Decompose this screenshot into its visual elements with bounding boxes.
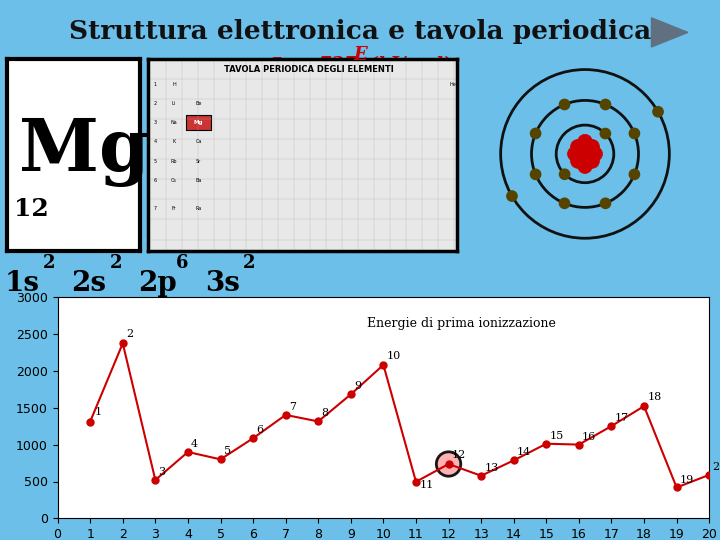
Circle shape <box>577 159 593 173</box>
Circle shape <box>600 129 611 139</box>
Text: 2: 2 <box>243 254 256 272</box>
Text: Energie di prima ionizzazione: Energie di prima ionizzazione <box>367 317 556 330</box>
Circle shape <box>600 198 611 208</box>
Text: 12: 12 <box>452 450 466 460</box>
Circle shape <box>629 169 639 179</box>
Text: Rb: Rb <box>171 159 177 164</box>
Text: 8: 8 <box>322 408 328 418</box>
Text: K: K <box>172 139 176 144</box>
Text: 17: 17 <box>615 413 629 423</box>
Text: 2: 2 <box>126 329 133 339</box>
Text: Sr: Sr <box>196 159 202 164</box>
Text: Ba: Ba <box>196 178 202 183</box>
Text: 2: 2 <box>154 101 157 106</box>
Text: 7: 7 <box>289 402 296 412</box>
Circle shape <box>507 191 517 201</box>
Text: 4: 4 <box>192 439 198 449</box>
Circle shape <box>531 129 541 139</box>
Circle shape <box>585 139 600 154</box>
Text: 11: 11 <box>419 480 433 490</box>
Text: 10: 10 <box>387 351 401 361</box>
Text: 5: 5 <box>224 447 231 456</box>
Text: Struttura elettronica e tavola periodica: Struttura elettronica e tavola periodica <box>69 19 651 44</box>
Text: 20: 20 <box>713 462 720 472</box>
Circle shape <box>600 99 611 110</box>
Circle shape <box>629 129 639 139</box>
Text: He: He <box>449 82 456 87</box>
Circle shape <box>570 139 585 154</box>
Text: Fr: Fr <box>171 206 176 212</box>
Text: 1: 1 <box>95 407 102 417</box>
Text: Mg: Mg <box>19 116 150 187</box>
Text: Na: Na <box>171 120 177 125</box>
Circle shape <box>577 147 593 161</box>
Text: Be: Be <box>196 101 202 106</box>
Text: 16: 16 <box>582 431 596 442</box>
Text: 19: 19 <box>680 475 694 484</box>
Circle shape <box>570 154 585 168</box>
Circle shape <box>653 106 663 117</box>
Text: 1: 1 <box>154 82 157 87</box>
Circle shape <box>577 134 593 149</box>
Text: 3: 3 <box>158 467 166 477</box>
Text: 7: 7 <box>154 206 157 212</box>
Text: 2p: 2p <box>138 270 177 297</box>
Text: 5: 5 <box>154 159 157 164</box>
Text: Mg: Mg <box>194 120 204 125</box>
Text: 3: 3 <box>154 120 157 125</box>
Text: Li: Li <box>172 101 176 106</box>
Text: 9: 9 <box>354 381 361 391</box>
Text: TAVOLA PERIODICA DEGLI ELEMENTI: TAVOLA PERIODICA DEGLI ELEMENTI <box>224 65 393 74</box>
Text: $E_I$ =  737  (kJ/mol): $E_I$ = 737 (kJ/mol) <box>269 53 451 76</box>
Text: H: H <box>172 82 176 87</box>
Text: Cs: Cs <box>171 178 177 183</box>
Text: 18: 18 <box>647 393 662 402</box>
Circle shape <box>559 198 570 208</box>
Text: 6: 6 <box>154 178 157 183</box>
Text: 14: 14 <box>517 448 531 457</box>
Circle shape <box>582 143 596 157</box>
Text: 2s: 2s <box>71 270 107 297</box>
Text: Ca: Ca <box>196 139 202 144</box>
Circle shape <box>588 147 603 161</box>
Text: 4: 4 <box>154 139 157 144</box>
Circle shape <box>531 169 541 179</box>
Text: E: E <box>353 46 367 64</box>
Text: 2: 2 <box>109 254 122 272</box>
Circle shape <box>574 143 588 157</box>
Text: 3s: 3s <box>205 270 240 297</box>
Circle shape <box>559 99 570 110</box>
Circle shape <box>567 147 582 161</box>
Polygon shape <box>652 18 688 47</box>
Text: 12: 12 <box>14 197 48 221</box>
Circle shape <box>577 151 593 165</box>
Text: 2: 2 <box>42 254 55 272</box>
Ellipse shape <box>436 452 461 476</box>
Circle shape <box>585 154 600 168</box>
Text: Ra: Ra <box>196 206 202 212</box>
Circle shape <box>559 169 570 179</box>
Bar <box>186 115 211 130</box>
Text: 6: 6 <box>176 254 189 272</box>
Text: 1s: 1s <box>4 270 40 297</box>
Text: 13: 13 <box>485 463 499 473</box>
Text: 6: 6 <box>256 426 264 435</box>
Text: 15: 15 <box>549 431 564 441</box>
